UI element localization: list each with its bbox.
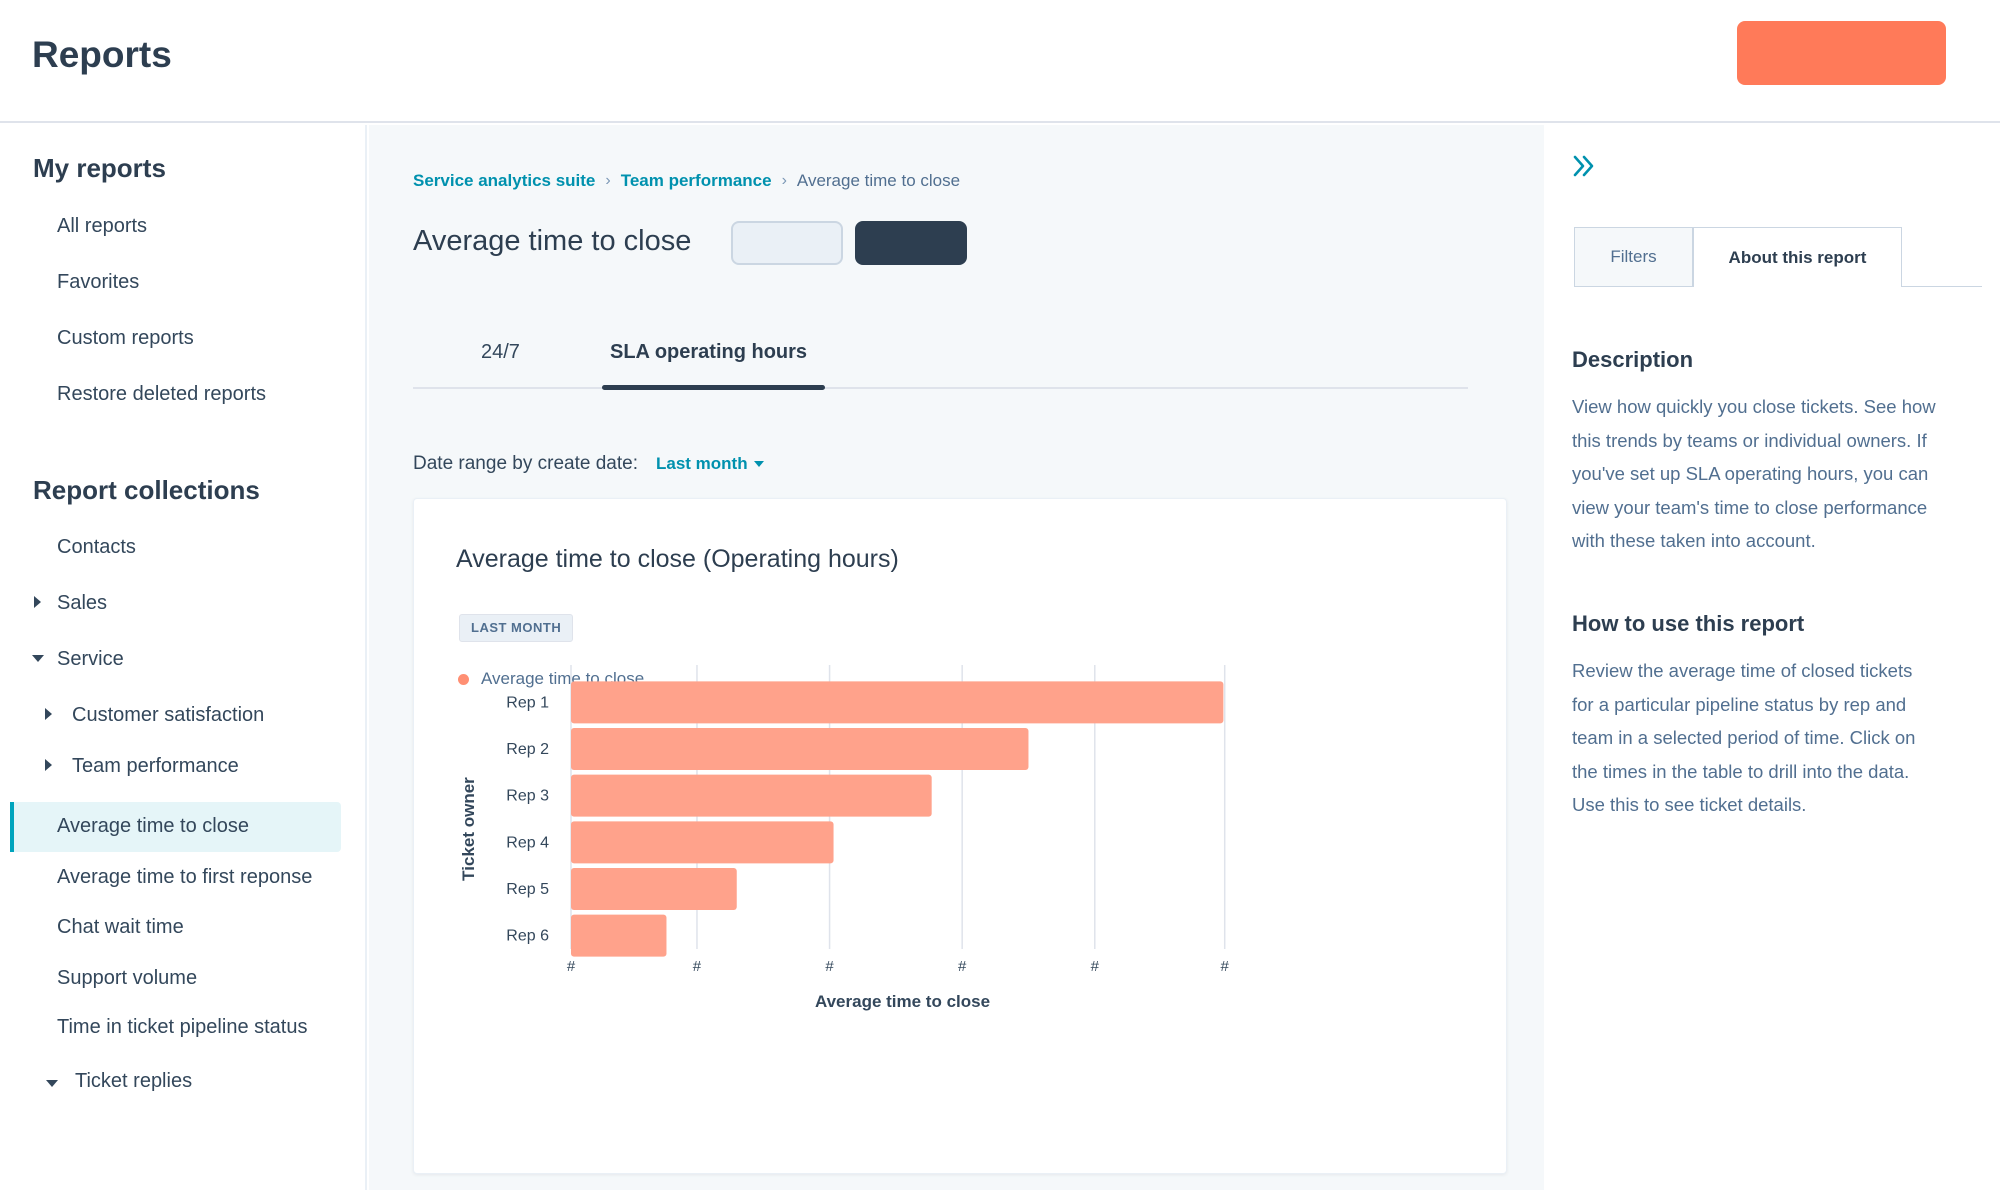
x-tick-label: # — [693, 958, 702, 975]
y-tick-label: Rep 4 — [506, 834, 549, 851]
secondary-action-button[interactable] — [731, 221, 843, 265]
tab-filters[interactable]: Filters — [1574, 227, 1693, 287]
sidebar-item-custom-reports[interactable]: Custom reports — [57, 327, 194, 349]
tab-sla-operating-hours[interactable]: SLA operating hours — [610, 341, 808, 363]
description-line: View how quickly you close tickets. See … — [1572, 396, 1936, 417]
breadcrumb-chevron-icon: › — [781, 172, 787, 189]
chevron-down-icon — [753, 461, 764, 467]
report-collections-heading: Report collections — [33, 475, 260, 505]
sidebar-item-support-volume[interactable]: Support volume — [57, 967, 198, 989]
primary-action-button[interactable] — [855, 221, 967, 265]
y-axis-title: Ticket owner — [459, 777, 478, 881]
description-heading: Description — [1572, 347, 1694, 372]
howto-line: Use this to see ticket details. — [1572, 794, 1807, 815]
x-tick-label: # — [1221, 958, 1230, 975]
description-line: this trends by teams or individual owner… — [1572, 429, 1927, 451]
tabs-divider — [1902, 286, 1982, 287]
howto-line: the times in the table to drill into the… — [1572, 760, 1910, 782]
sidebar-item-ticket-replies[interactable]: Ticket replies — [75, 1070, 193, 1092]
date-range-dropdown[interactable]: Last month — [656, 454, 764, 474]
description-line: with these taken into account. — [1572, 530, 1816, 551]
legend-dot-icon — [458, 673, 469, 685]
date-badge: LAST MONTH — [459, 614, 574, 642]
team-performance-caret-icon[interactable] — [45, 759, 52, 771]
description-line: you've set up SLA operating hours, you c… — [1572, 463, 1929, 484]
create-report-button[interactable] — [1737, 21, 1946, 85]
howto-line: team in a selected period of time. Click… — [1572, 727, 1916, 748]
sidebar-item-contacts[interactable]: Contacts — [57, 536, 136, 558]
service-collapse-caret-icon[interactable] — [32, 655, 44, 662]
sidebar-item-team-performance[interactable]: Team performance — [72, 755, 239, 777]
date-range-label: Date range by create date: — [413, 453, 638, 474]
sidebar-item-chat-wait-time[interactable]: Chat wait time — [57, 916, 184, 938]
breadcrumb-current: Average time to close — [796, 171, 961, 190]
how-to-use-heading: How to use this report — [1572, 611, 1805, 636]
sidebar-item-customer-satisfaction[interactable]: Customer satisfaction — [72, 704, 265, 726]
top-header: Reports — [0, 0, 2000, 123]
page-title: Average time to close — [413, 225, 692, 257]
sidebar-item-all-reports[interactable]: All reports — [57, 215, 148, 237]
breadcrumb: Service analytics suite › Team performan… — [413, 171, 960, 191]
breadcrumb-link-service-analytics[interactable]: Service analytics suite — [413, 171, 596, 190]
x-tick-label: # — [1091, 958, 1100, 975]
sidebar-item-time-in-pipeline[interactable]: Time in ticket pipeline status — [57, 1016, 308, 1038]
double-chevron-right-icon[interactable] — [1570, 151, 1600, 181]
breadcrumb-chevron-icon: › — [605, 172, 611, 189]
date-range-value: Last month — [655, 454, 748, 473]
x-tick-label: # — [958, 958, 967, 975]
customer-satisfaction-caret-icon[interactable] — [45, 708, 52, 720]
y-tick-label: Rep 3 — [506, 788, 549, 805]
app-title: Reports — [32, 34, 172, 75]
active-tab-indicator — [602, 385, 825, 390]
y-tick-label: Rep 1 — [506, 694, 549, 711]
main-content: Service analytics suite › Team performan… — [369, 125, 1544, 1190]
date-range-filter: Date range by create date: Last month — [413, 453, 764, 475]
howto-line: Review the average time of closed ticket… — [1572, 660, 1913, 681]
bar — [571, 681, 1224, 724]
bar — [571, 821, 834, 864]
sidebar-item-favorites[interactable]: Favorites — [57, 271, 140, 293]
description-text: View how quickly you close tickets. See … — [1572, 390, 1977, 558]
howto-line: for a particular pipeline status by rep … — [1572, 693, 1907, 715]
report-card: Average time to close (Operating hours) … — [413, 498, 1507, 1174]
active-item-highlight — [10, 802, 341, 852]
tab-about-this-report[interactable]: About this report — [1693, 227, 1902, 287]
right-panel: Filters About this report Description Vi… — [1544, 125, 2000, 1190]
x-axis-title: Average time to close — [815, 992, 990, 1011]
bar — [571, 868, 737, 910]
tabs-divider — [413, 387, 1468, 389]
sidebar-item-sales[interactable]: Sales — [57, 592, 108, 614]
x-tick-label: # — [825, 958, 834, 975]
sidebar-item-service[interactable]: Service — [57, 648, 124, 670]
description-line: view your team's time to close performan… — [1572, 496, 1928, 518]
bar — [571, 774, 932, 817]
y-tick-label: Rep 2 — [506, 741, 549, 758]
bar — [571, 914, 667, 957]
sidebar: My reports All reports Favorites Custom … — [0, 125, 367, 1190]
bar — [571, 728, 1029, 770]
y-tick-label: Rep 6 — [506, 928, 549, 945]
chart-title: Average time to close (Operating hours) — [456, 545, 899, 573]
y-tick-label: Rep 5 — [506, 881, 549, 898]
sidebar-item-restore-deleted[interactable]: Restore deleted reports — [57, 383, 267, 405]
breadcrumb-link-team-performance[interactable]: Team performance — [620, 171, 772, 190]
sidebar-item-average-time-to-close[interactable]: Average time to close — [57, 815, 249, 837]
tab-24-7[interactable]: 24/7 — [481, 341, 520, 363]
bar-chart: # # # # # # Rep 1 Rep 2 Rep 3 Rep 4 Rep 5 Rep 6 Aver… — [459, 665, 1230, 1011]
how-to-use-text: Review the average time of closed ticket… — [1572, 654, 1977, 822]
sidebar-item-average-time-first-response[interactable]: Average time to first reponse — [57, 866, 313, 888]
ticket-replies-caret-icon[interactable] — [46, 1080, 58, 1087]
sales-expand-caret-icon[interactable] — [34, 596, 41, 608]
my-reports-heading: My reports — [33, 153, 166, 183]
x-tick-label: # — [567, 958, 576, 975]
